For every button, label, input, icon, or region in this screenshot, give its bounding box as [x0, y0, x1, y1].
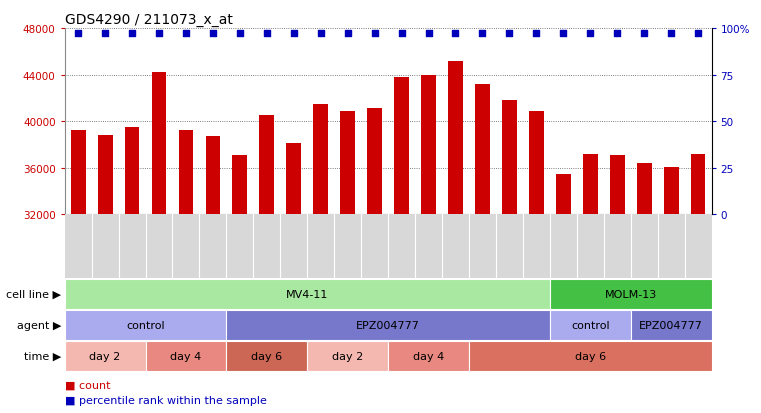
Bar	[388, 341, 469, 371]
Text: ■ percentile rank within the sample: ■ percentile rank within the sample	[65, 394, 266, 405]
Point	[126, 30, 139, 37]
Point	[261, 30, 273, 37]
Point	[180, 30, 192, 37]
Bar	[260, 116, 274, 413]
Text: day 4: day 4	[170, 351, 202, 361]
Bar	[550, 311, 631, 340]
Bar	[448, 62, 463, 413]
Point	[153, 30, 165, 37]
Point	[207, 30, 219, 37]
Bar	[631, 311, 712, 340]
Bar	[610, 156, 625, 413]
Bar	[394, 78, 409, 413]
Text: time ▶: time ▶	[24, 351, 61, 361]
Bar	[664, 167, 679, 413]
Bar	[421, 75, 436, 413]
Bar	[65, 280, 550, 309]
Text: day 2: day 2	[90, 351, 121, 361]
Bar	[232, 156, 247, 413]
Point	[584, 30, 597, 37]
Bar	[583, 154, 597, 413]
Bar	[691, 154, 705, 413]
Text: EPZ004777: EPZ004777	[639, 320, 703, 330]
Bar	[227, 311, 550, 340]
Bar	[125, 128, 139, 413]
Text: day 6: day 6	[575, 351, 606, 361]
Text: control: control	[126, 320, 165, 330]
Point	[450, 30, 462, 37]
Bar	[286, 144, 301, 413]
Point	[557, 30, 569, 37]
Point	[611, 30, 623, 37]
Text: day 4: day 4	[413, 351, 444, 361]
Point	[692, 30, 704, 37]
Point	[396, 30, 408, 37]
Bar	[502, 101, 517, 413]
Point	[503, 30, 515, 37]
Text: day 6: day 6	[251, 351, 282, 361]
Text: agent ▶: agent ▶	[17, 320, 61, 330]
Point	[665, 30, 677, 37]
Text: control: control	[571, 320, 610, 330]
Point	[530, 30, 543, 37]
Bar	[151, 73, 167, 413]
Bar	[145, 341, 227, 371]
Point	[72, 30, 84, 37]
Bar	[307, 341, 388, 371]
Bar	[475, 85, 490, 413]
Bar	[71, 131, 85, 413]
Bar	[65, 311, 227, 340]
Text: GDS4290 / 211073_x_at: GDS4290 / 211073_x_at	[65, 13, 233, 27]
Point	[288, 30, 300, 37]
Point	[234, 30, 246, 37]
Point	[342, 30, 354, 37]
Point	[476, 30, 489, 37]
Point	[368, 30, 380, 37]
Text: day 2: day 2	[332, 351, 363, 361]
Bar	[314, 104, 328, 413]
Text: cell line ▶: cell line ▶	[6, 289, 61, 299]
Bar	[550, 280, 712, 309]
Bar	[368, 109, 382, 413]
Bar	[469, 341, 712, 371]
Bar	[227, 341, 307, 371]
Bar	[556, 174, 571, 413]
Bar	[340, 112, 355, 413]
Bar	[529, 112, 544, 413]
Text: EPZ004777: EPZ004777	[356, 320, 420, 330]
Bar	[97, 136, 113, 413]
Bar	[65, 341, 145, 371]
Point	[638, 30, 650, 37]
Text: MV4-11: MV4-11	[286, 289, 329, 299]
Point	[314, 30, 326, 37]
Point	[422, 30, 435, 37]
Point	[99, 30, 111, 37]
Bar	[637, 164, 651, 413]
Bar	[179, 131, 193, 413]
Bar	[205, 137, 221, 413]
Text: MOLM-13: MOLM-13	[604, 289, 657, 299]
Text: ■ count: ■ count	[65, 380, 110, 390]
